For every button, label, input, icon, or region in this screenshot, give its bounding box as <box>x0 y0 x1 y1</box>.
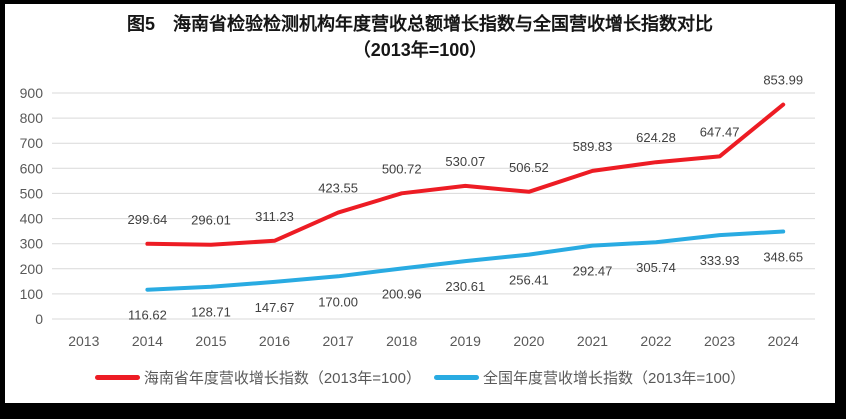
series-line-0 <box>145 102 786 247</box>
x-axis-tick-label: 2016 <box>259 333 290 349</box>
data-label: 500.72 <box>382 161 422 176</box>
y-axis-tick-label: 500 <box>20 185 44 201</box>
x-axis-tick-label: 2019 <box>450 333 481 349</box>
data-label: 147.67 <box>255 300 295 315</box>
y-axis-tick-label: 0 <box>35 311 43 327</box>
data-label: 200.96 <box>382 287 422 302</box>
data-label: 299.64 <box>128 212 168 227</box>
x-axis-tick-label: 2014 <box>132 333 163 349</box>
y-axis-tick-label: 200 <box>20 261 44 277</box>
data-label: 305.74 <box>636 260 676 275</box>
y-axis-tick-label: 300 <box>20 236 44 252</box>
y-axis-tick-label: 700 <box>20 135 44 151</box>
data-label: 256.41 <box>509 273 549 288</box>
x-axis-tick-label: 2018 <box>386 333 417 349</box>
legend-item: 全国年度营收增长指数（2013年=100） <box>434 367 745 388</box>
data-label: 292.47 <box>573 264 613 279</box>
data-label: 116.62 <box>128 308 167 323</box>
series-line-1 <box>145 229 786 292</box>
data-label: 170.00 <box>318 294 358 309</box>
data-label: 230.61 <box>445 279 485 294</box>
x-axis-tick-label: 2024 <box>768 333 799 349</box>
data-label: 647.47 <box>700 124 740 139</box>
legend-label: 全国年度营收增长指数（2013年=100） <box>483 369 746 387</box>
data-label: 506.52 <box>509 160 549 175</box>
chart-subtitle: （2013年=100） <box>352 40 488 60</box>
data-label: 624.28 <box>636 130 676 145</box>
y-axis-tick-label: 100 <box>20 286 44 302</box>
data-label: 853.99 <box>763 73 803 88</box>
y-axis-tick-label: 800 <box>20 110 44 126</box>
chart-panel: 图5 海南省检验检测机构年度营收总额增长指数与全国营收增长指数对比 （2013年… <box>5 4 835 403</box>
data-label: 296.01 <box>191 213 231 228</box>
data-label: 333.93 <box>700 253 740 268</box>
data-label: 589.83 <box>573 139 613 154</box>
data-label: 128.71 <box>191 305 231 320</box>
data-label: 530.07 <box>445 154 485 169</box>
y-axis-tick-label: 900 <box>20 85 44 101</box>
data-label: 311.23 <box>255 209 294 224</box>
legend-swatch <box>94 374 140 380</box>
x-axis-tick-label: 2013 <box>68 333 99 349</box>
data-label: 423.55 <box>318 181 358 196</box>
legend-item: 海南省年度营收增长指数（2013年=100） <box>94 367 421 388</box>
x-axis-tick-label: 2023 <box>704 333 735 349</box>
legend-swatch <box>434 374 479 380</box>
x-axis-tick-label: 2021 <box>577 333 608 349</box>
chart-legend: 海南省年度营收增长指数（2013年=100） 全国年度营收增长指数（2013年=1… <box>5 367 835 387</box>
legend-label: 海南省年度营收增长指数（2013年=100） <box>143 369 421 387</box>
x-axis-tick-label: 2017 <box>323 333 354 349</box>
y-axis-tick-label: 600 <box>20 160 44 176</box>
x-axis-tick-label: 2020 <box>513 333 544 349</box>
plot-area: 0 100 200 300 400 500 600 700 800 900 2013 2014 2015… <box>20 73 815 349</box>
x-axis-tick-label: 2015 <box>195 333 226 349</box>
chart-title: 图5 海南省检验检测机构年度营收总额增长指数与全国营收增长指数对比 <box>126 14 713 34</box>
x-axis-tick-label: 2022 <box>640 333 671 349</box>
data-label: 348.65 <box>763 250 803 265</box>
y-axis-tick-label: 400 <box>20 211 44 227</box>
